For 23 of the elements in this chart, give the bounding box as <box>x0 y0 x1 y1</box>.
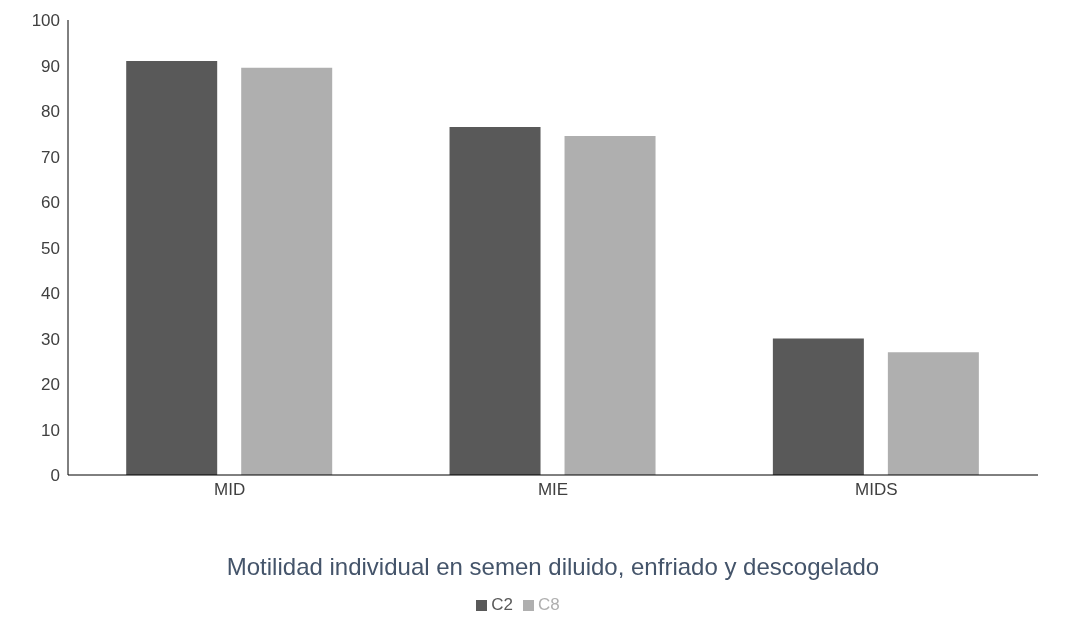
y-tick-label: 0 <box>50 466 60 486</box>
y-tick-label: 30 <box>41 329 60 349</box>
bar <box>241 67 333 475</box>
y-tick-label: 90 <box>41 56 60 76</box>
y-tick-label: 100 <box>31 11 60 31</box>
y-tick-label: 70 <box>41 147 60 167</box>
x-axis-title: Motilidad individual en semen diluido, enfriado y descogelado <box>226 553 880 580</box>
y-tick-label: 20 <box>41 375 60 395</box>
y-tick-label: 60 <box>41 193 60 213</box>
legend-label: C8 <box>538 595 560 614</box>
bar <box>887 352 979 475</box>
y-tick-label: 10 <box>41 420 60 440</box>
y-tick-label: 80 <box>41 102 60 122</box>
y-tick-label: 50 <box>41 238 60 258</box>
bar <box>772 338 864 475</box>
x-tick-label: MIDS <box>855 480 898 500</box>
bar <box>126 60 218 475</box>
y-tick-label: 40 <box>41 284 60 304</box>
legend-label: C2 <box>491 595 513 614</box>
x-tick-label: MIE <box>537 480 569 500</box>
bar <box>449 126 541 475</box>
bar <box>564 136 656 475</box>
x-tick-label: MID <box>214 480 246 500</box>
